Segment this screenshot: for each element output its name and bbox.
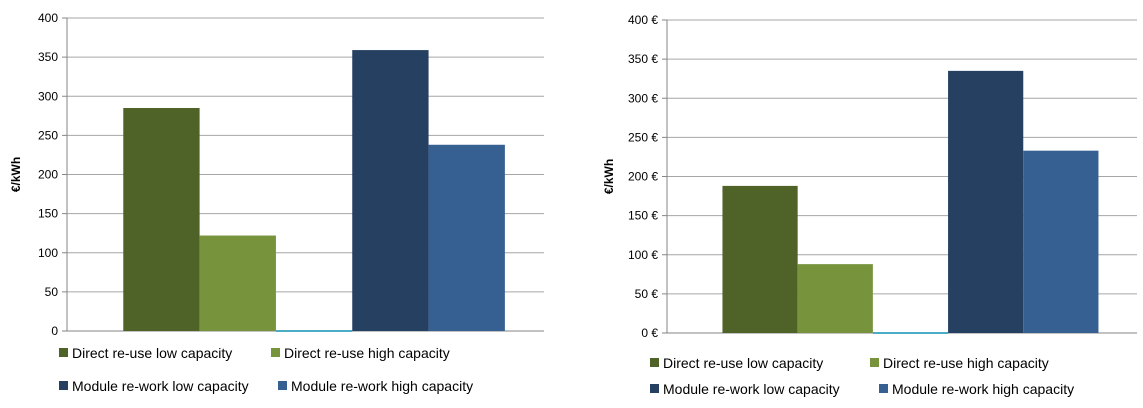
right-legend-label: Direct re-use low capacity xyxy=(663,355,823,371)
right-y-tick-label: 400 € xyxy=(628,13,658,27)
right-legend-swatch xyxy=(650,384,659,393)
right-chart-svg: 0 € 50 € 100 € 150 € 200 € 250 € 300 € 350 € 400… xyxy=(602,13,1137,397)
left-y-tick-label: 100 xyxy=(38,246,58,260)
right-y-tick-label: 50 € xyxy=(635,287,659,301)
left-y-tick-label: 0 xyxy=(51,324,58,338)
left-legend-swatch xyxy=(278,381,287,390)
left-y-tick-label: 400 xyxy=(38,11,58,25)
right-bar-module-re-work-low-capacity xyxy=(948,70,1024,334)
right-bar-direct-re-use-low-capacity xyxy=(722,185,798,333)
right-legend-label: Module re-work low capacity xyxy=(663,381,840,397)
left-bar-module-re-work-low-capacity xyxy=(352,50,429,332)
left-chart-svg: 0 50 100 150 200 250 300 350 400 €/kWh Direct re-u… xyxy=(9,11,544,394)
left-legend-swatch xyxy=(59,348,68,357)
right-y-tick-label: 300 € xyxy=(628,91,658,105)
left-legend-swatch xyxy=(271,348,280,357)
right-y-tick-label: 0 € xyxy=(641,326,658,340)
left-bar-direct-re-use-high-capacity xyxy=(199,235,276,331)
left-legend-label: Module re-work high capacity xyxy=(291,378,473,394)
left-y-tick-label: 200 xyxy=(38,168,58,182)
left-legend-label: Direct re-use low capacity xyxy=(72,345,232,361)
right-legend-swatch xyxy=(879,384,888,393)
right-y-tick-label: 200 € xyxy=(628,170,658,184)
right-y-tick-label: 100 € xyxy=(628,248,658,262)
left-chart: 0 50 100 150 200 250 300 350 400 €/kWh Direct re-u… xyxy=(0,0,560,403)
right-y-axis-title: €/kWh xyxy=(602,159,616,194)
left-legend-label: Module re-work low capacity xyxy=(72,378,249,394)
right-y-tick-label: 150 € xyxy=(628,209,658,223)
left-y-tick-label: 250 xyxy=(38,128,58,142)
left-bar-direct-re-use-low-capacity xyxy=(123,107,200,331)
right-legend-label: Module re-work high capacity xyxy=(892,381,1074,397)
left-y-tick-label: 50 xyxy=(45,285,59,299)
right-chart: 0 € 50 € 100 € 150 € 200 € 250 € 300 € 350 € 400… xyxy=(583,0,1143,403)
right-legend-swatch xyxy=(870,358,879,367)
left-y-tick-label: 150 xyxy=(38,207,58,221)
right-bar-module-re-work-high-capacity xyxy=(1023,150,1099,333)
left-bar-module-re-work-high-capacity xyxy=(428,144,505,331)
left-y-tick-label: 300 xyxy=(38,89,58,103)
left-legend-label: Direct re-use high capacity xyxy=(284,345,450,361)
left-y-tick-label: 350 xyxy=(38,50,58,64)
right-y-tick-label: 350 € xyxy=(628,52,658,66)
right-legend-label: Direct re-use high capacity xyxy=(883,355,1049,371)
right-y-tick-label: 250 € xyxy=(628,130,658,144)
right-legend-swatch xyxy=(650,358,659,367)
right-bar-direct-re-use-high-capacity xyxy=(797,264,873,333)
left-legend-swatch xyxy=(59,381,68,390)
left-y-axis-title: €/kWh xyxy=(9,157,23,192)
